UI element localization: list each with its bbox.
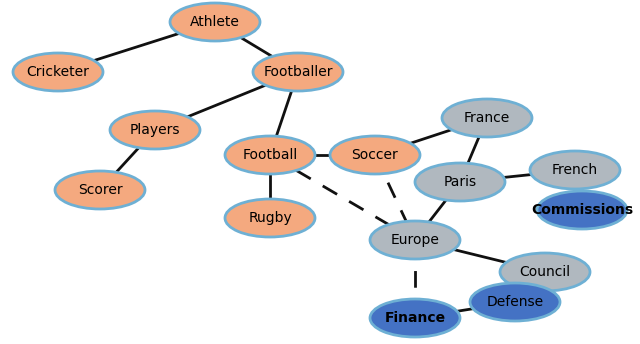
Text: Rugby: Rugby <box>248 211 292 225</box>
Ellipse shape <box>253 53 343 91</box>
Text: Soccer: Soccer <box>351 148 398 162</box>
Ellipse shape <box>110 111 200 149</box>
Ellipse shape <box>13 53 103 91</box>
Ellipse shape <box>470 283 560 321</box>
Ellipse shape <box>55 171 145 209</box>
Text: Footballer: Footballer <box>263 65 333 79</box>
Text: Football: Football <box>243 148 298 162</box>
Text: Paris: Paris <box>444 175 477 189</box>
Text: French: French <box>552 163 598 177</box>
Ellipse shape <box>537 191 627 229</box>
Ellipse shape <box>530 151 620 189</box>
Text: Europe: Europe <box>390 233 440 247</box>
Ellipse shape <box>442 99 532 137</box>
Ellipse shape <box>225 136 315 174</box>
Ellipse shape <box>370 299 460 337</box>
Text: Athlete: Athlete <box>190 15 240 29</box>
Ellipse shape <box>415 163 505 201</box>
Text: Commissions: Commissions <box>531 203 633 217</box>
Ellipse shape <box>225 199 315 237</box>
Text: Defense: Defense <box>486 295 543 309</box>
Text: Cricketer: Cricketer <box>27 65 90 79</box>
Ellipse shape <box>170 3 260 41</box>
Text: Council: Council <box>520 265 571 279</box>
Text: Scorer: Scorer <box>77 183 122 197</box>
Text: Finance: Finance <box>385 311 445 325</box>
Ellipse shape <box>500 253 590 291</box>
Text: France: France <box>464 111 510 125</box>
Text: Players: Players <box>130 123 180 137</box>
Ellipse shape <box>370 221 460 259</box>
Ellipse shape <box>330 136 420 174</box>
